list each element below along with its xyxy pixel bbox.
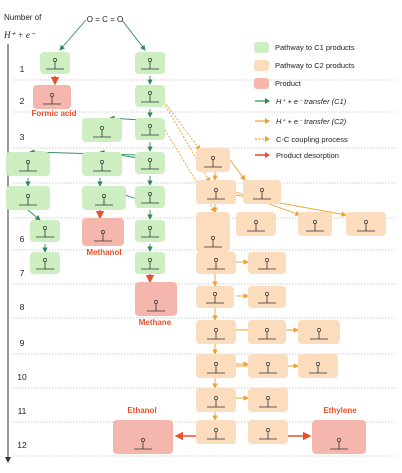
legend-item-transfer-c1: H⁺ + e⁻ transfer (C1): [254, 94, 346, 108]
atom-mark: [211, 156, 215, 160]
atom-mark: [148, 258, 152, 262]
product-label-formic-acid: Formic acid: [32, 109, 77, 118]
product-label-methane: Methane: [139, 318, 172, 327]
legend-swatch-product: [254, 77, 269, 89]
atom-mark: [214, 428, 218, 432]
legend-item-transfer-c2: H⁺ + e⁻ transfer (C2): [254, 114, 346, 128]
atom-mark: [100, 126, 104, 130]
legend-label-product: Product: [275, 78, 301, 88]
product-box: [82, 218, 124, 246]
coupling-arrow: [161, 99, 211, 183]
atom-mark: [102, 194, 106, 198]
legend-item-c2: Pathway to C2 products: [254, 58, 355, 72]
step-label-6: 6: [20, 234, 25, 244]
atom-mark: [148, 58, 152, 62]
step-label-8: 8: [20, 302, 25, 312]
legend-item-product: Product: [254, 76, 301, 90]
step-label-7: 7: [20, 268, 25, 278]
step-label-10: 10: [17, 372, 27, 382]
product-box: [135, 282, 177, 316]
atom-mark: [266, 362, 270, 366]
atom-mark: [337, 438, 341, 442]
atom-mark: [50, 93, 54, 97]
intermediate-boxes: [6, 52, 386, 454]
product-label-ethylene: Ethylene: [323, 406, 357, 415]
axis-title-line2: H⁺ + e⁻: [3, 30, 36, 40]
atom-mark: [148, 158, 152, 162]
atom-mark: [260, 188, 264, 192]
reactant-co2: O = C = O: [87, 15, 123, 24]
c2-transfer-arrow: [229, 159, 246, 181]
product-box: [312, 420, 366, 454]
product-box: [113, 420, 173, 454]
atom-mark: [213, 292, 217, 296]
legend-arrow-c2: [255, 118, 270, 124]
atom-mark: [26, 160, 30, 164]
atom-mark: [214, 188, 218, 192]
legend-swatch-c1: [254, 41, 269, 53]
atom-mark: [313, 220, 317, 224]
atom-mark: [317, 328, 321, 332]
atom-mark: [254, 220, 258, 224]
legend-label-transfer-c2: H⁺ + e⁻ transfer (C2): [276, 116, 347, 126]
atom-mark: [101, 230, 105, 234]
atom-mark: [100, 160, 104, 164]
c1-transfer-arrow: [121, 19, 146, 51]
axis-title-line1: Number of: [4, 13, 42, 22]
step-label-3: 3: [20, 132, 25, 142]
atom-mark: [154, 300, 158, 304]
atom-mark: [211, 236, 215, 240]
atom-mark: [43, 226, 47, 230]
atom-mark: [214, 396, 218, 400]
legend-label-c1: Pathway to C1 products: [275, 42, 355, 52]
step-label-9: 9: [20, 338, 25, 348]
atom-mark: [266, 396, 270, 400]
product-label-ethanol: Ethanol: [127, 406, 156, 415]
atom-mark: [148, 124, 152, 128]
atom-mark: [141, 438, 145, 442]
legend-label-desorption: Product desorption: [276, 150, 339, 160]
step-label-12: 12: [17, 440, 27, 450]
atom-mark: [26, 194, 30, 198]
atom-mark: [214, 258, 218, 262]
atom-mark: [214, 362, 218, 366]
atom-mark: [316, 362, 320, 366]
legend-arrow-coupling: [255, 136, 270, 142]
atom-mark: [265, 258, 269, 262]
c1-transfer-arrow: [27, 209, 41, 221]
atom-mark: [265, 328, 269, 332]
legend-item-coupling: C-C coupling process: [254, 132, 348, 146]
step-label-1: 1: [20, 64, 25, 74]
legend-item-desorption: Product desorption: [254, 148, 339, 162]
atom-mark: [53, 58, 57, 62]
atom-mark: [148, 192, 152, 196]
c2-intermediate-box: [196, 212, 230, 252]
legend-arrow-desorption: [255, 152, 270, 158]
atom-mark: [148, 91, 152, 95]
product-label-methanol: Methanol: [86, 248, 121, 257]
legend-label-c2: Pathway to C2 products: [275, 60, 355, 70]
atom-mark: [364, 220, 368, 224]
step-label-2: 2: [20, 96, 25, 106]
legend-arrow-c1: [255, 98, 270, 104]
atom-mark: [266, 428, 270, 432]
atom-mark: [43, 258, 47, 262]
step-label-11: 11: [18, 406, 27, 416]
legend-label-coupling: C-C coupling process: [276, 134, 348, 144]
legend-swatch-c2: [254, 59, 269, 71]
atom-mark: [214, 328, 218, 332]
coupling-arrow: [159, 95, 201, 151]
legend-label-transfer-c1: H⁺ + e⁻ transfer (C1): [276, 96, 347, 106]
legend-item-c1: Pathway to C1 products: [254, 40, 355, 54]
atom-mark: [265, 292, 269, 296]
atom-mark: [148, 226, 152, 230]
c1-transfer-arrow: [59, 19, 87, 51]
